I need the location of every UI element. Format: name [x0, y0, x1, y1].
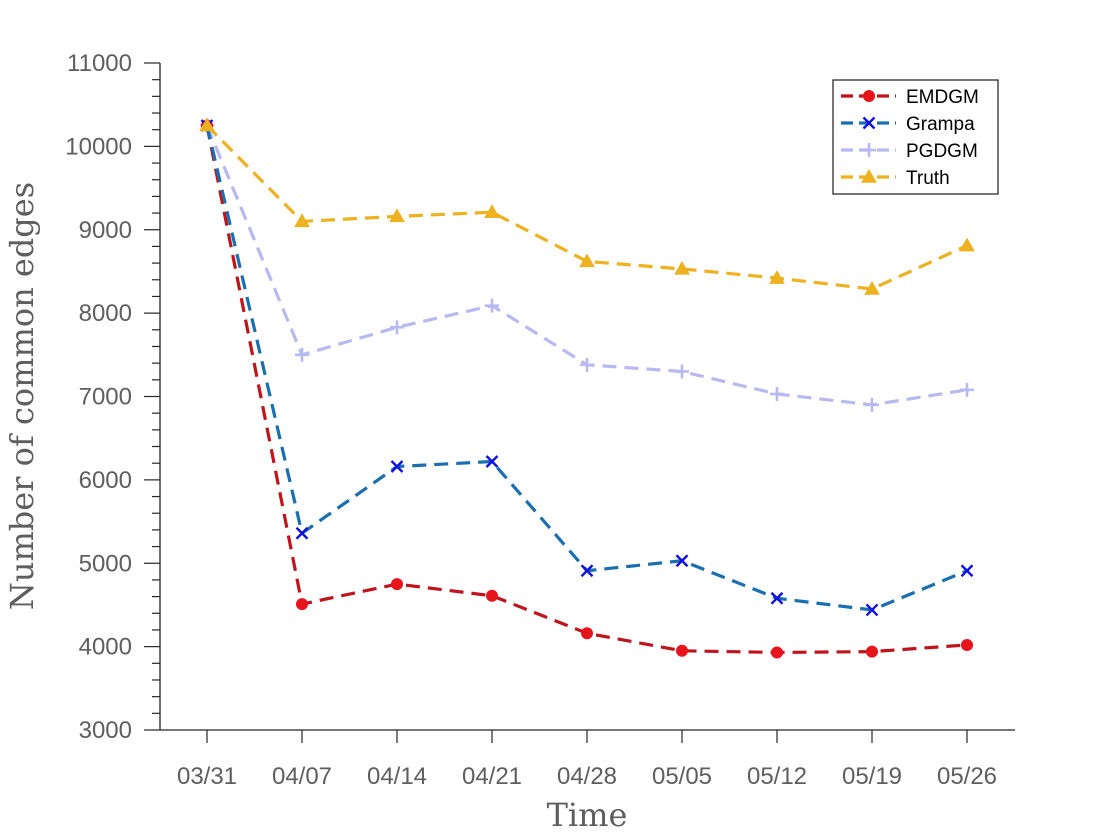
series-line-truth — [205, 124, 968, 291]
data-point-emdgm — [676, 644, 688, 657]
legend-item-truth: Truth — [841, 168, 950, 189]
x-tick-label: 05/05 — [652, 763, 712, 790]
legend-label: Grampa — [906, 114, 975, 135]
y-tick-label: 10000 — [65, 133, 132, 160]
legend-marker — [862, 116, 876, 130]
x-tick-label: 04/28 — [557, 763, 617, 790]
legend-label: Truth — [906, 168, 950, 189]
data-point-emdgm — [771, 646, 783, 659]
y-tick-label: 5000 — [79, 550, 132, 577]
data-point-pgdgm — [485, 298, 499, 313]
legend-item-grampa: Grampa — [841, 114, 975, 135]
data-point-truth — [484, 204, 500, 218]
series-emdgm — [201, 119, 973, 659]
x-axis-ticks: 03/31 04/07 04/14 04/21 04/28 05/05 05/12 05/19… — [177, 730, 997, 790]
data-point-truth — [674, 260, 690, 275]
y-tick-label: 6000 — [79, 467, 132, 494]
y-tick-label: 7000 — [79, 384, 132, 411]
y-tick-label: 3000 — [79, 717, 132, 744]
y-tick-label: 8000 — [79, 300, 132, 327]
data-point-emdgm — [486, 589, 498, 602]
data-point-pgdgm — [770, 386, 784, 401]
x-tick-label: 05/26 — [937, 763, 997, 790]
data-point-grampa — [295, 526, 309, 540]
y-axis-label: Number of common edges — [3, 182, 41, 610]
legend-box — [832, 79, 999, 195]
legend-label: PGDGM — [906, 141, 978, 162]
x-tick-label: 05/19 — [842, 763, 902, 790]
y-tick-label: 11000 — [67, 50, 132, 77]
legend: EMDGM Grampa PGDGM Truth — [832, 79, 999, 195]
y-tick-label: 9000 — [79, 217, 132, 244]
x-tick-label: 04/14 — [367, 763, 427, 790]
x-tick-label: 04/21 — [462, 763, 522, 790]
data-point-grampa — [960, 564, 974, 578]
data-point-grampa — [675, 554, 689, 568]
data-point-truth — [199, 117, 215, 132]
data-point-truth — [389, 208, 405, 223]
data-point-emdgm — [866, 645, 878, 658]
x-tick-label: 03/31 — [177, 763, 237, 790]
y-tick-label: 4000 — [79, 634, 132, 661]
data-point-truth — [864, 280, 880, 295]
legend-item-pgdgm: PGDGM — [841, 141, 978, 162]
x-axis-label: Time — [547, 796, 628, 834]
data-point-pgdgm — [295, 347, 309, 362]
series-group — [199, 117, 975, 659]
legend-item-emdgm: EMDGM — [841, 87, 979, 108]
data-point-grampa — [580, 564, 594, 578]
series-truth — [199, 117, 975, 295]
data-point-truth — [769, 270, 785, 284]
data-point-pgdgm — [580, 357, 594, 372]
data-point-truth — [579, 253, 595, 268]
legend-marker — [861, 168, 877, 183]
data-point-emdgm — [391, 578, 403, 591]
data-point-grampa — [485, 455, 499, 468]
legend-marker — [862, 143, 876, 157]
data-point-truth — [959, 237, 975, 252]
data-point-pgdgm — [865, 397, 879, 412]
data-point-emdgm — [961, 638, 973, 651]
data-point-truth — [294, 213, 310, 228]
data-point-pgdgm — [675, 364, 689, 379]
data-point-grampa — [770, 591, 784, 605]
series-pgdgm — [200, 118, 974, 412]
x-tick-label: 05/12 — [747, 763, 807, 790]
legend-label: EMDGM — [906, 87, 979, 108]
data-point-grampa — [390, 460, 404, 473]
y-axis-ticks: 3000 4000 5000 6000 7000 8000 9000 10000 11000 — [65, 50, 160, 744]
legend-marker — [863, 90, 875, 102]
data-point-emdgm — [581, 627, 593, 640]
x-tick-label: 04/07 — [272, 763, 332, 790]
data-point-grampa — [865, 603, 879, 617]
data-point-pgdgm — [390, 320, 404, 335]
data-point-pgdgm — [960, 382, 974, 397]
data-point-emdgm — [296, 598, 308, 611]
series-line-emdgm — [205, 125, 968, 655]
